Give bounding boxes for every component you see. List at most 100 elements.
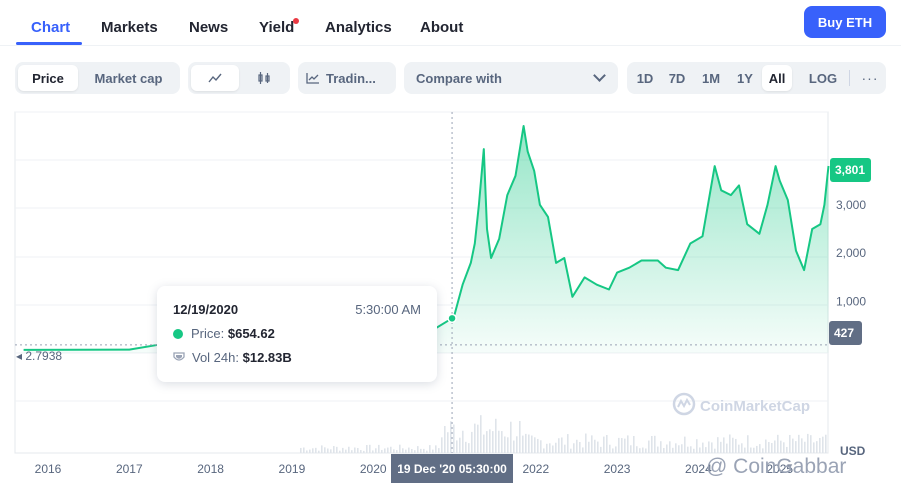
volume-bar bbox=[492, 431, 494, 453]
volume-bar bbox=[531, 435, 533, 453]
volume-bar bbox=[342, 447, 344, 453]
market-cap-toggle-button[interactable]: Market cap bbox=[94, 70, 163, 86]
candlestick-chart-button[interactable] bbox=[241, 65, 287, 91]
log-scale-button[interactable]: LOG bbox=[808, 70, 838, 86]
tab-yield[interactable]: Yield bbox=[259, 19, 295, 36]
volume-bar bbox=[474, 423, 476, 453]
volume-bar bbox=[435, 445, 437, 453]
volume-bar bbox=[348, 446, 350, 453]
volume-bar bbox=[636, 446, 638, 453]
x-tick-label: 2022 bbox=[522, 462, 549, 476]
volume-bar bbox=[606, 434, 608, 453]
line-chart-button[interactable] bbox=[191, 65, 239, 91]
hover-point bbox=[447, 313, 457, 324]
volume-bar bbox=[522, 435, 524, 453]
range-all-button[interactable]: All bbox=[762, 65, 792, 91]
volume-bar bbox=[777, 434, 779, 453]
tooltip-price-label: Price: bbox=[191, 326, 225, 341]
volume-bar bbox=[816, 441, 818, 453]
volume-bar bbox=[318, 450, 320, 453]
range-1d-button[interactable]: 1D bbox=[636, 70, 654, 86]
volume-bar bbox=[651, 436, 653, 453]
volume-bar bbox=[786, 446, 788, 453]
volume-bar bbox=[555, 442, 557, 453]
volume-bar bbox=[450, 421, 452, 453]
volume-bar bbox=[792, 438, 794, 453]
tab-markets[interactable]: Markets bbox=[101, 19, 158, 36]
volume-bar bbox=[612, 448, 614, 453]
volume-bar bbox=[426, 450, 428, 453]
x-tick-label: 2020 bbox=[360, 462, 387, 476]
volume-bars bbox=[300, 415, 827, 453]
volume-bar bbox=[477, 424, 479, 453]
volume-bar bbox=[303, 447, 305, 453]
tab-chart[interactable]: Chart bbox=[31, 19, 71, 36]
y-tick-label: 3,000 bbox=[836, 198, 866, 212]
volume-bar bbox=[708, 441, 710, 453]
volume-bar bbox=[798, 434, 800, 453]
trading-view-button[interactable]: Tradin... bbox=[298, 62, 396, 94]
price-toggle-button[interactable]: Price bbox=[18, 65, 78, 91]
volume-bar bbox=[438, 448, 440, 453]
x-tick-label: 2017 bbox=[116, 462, 143, 476]
volume-bar bbox=[540, 440, 542, 453]
volume-bar bbox=[789, 434, 791, 453]
volume-bar bbox=[384, 448, 386, 453]
volume-bar bbox=[354, 447, 356, 453]
volume-bar bbox=[705, 447, 707, 453]
volume-bar bbox=[753, 447, 755, 453]
buy-eth-button[interactable]: Buy ETH bbox=[804, 6, 886, 38]
range-1y-button[interactable]: 1Y bbox=[737, 70, 753, 86]
volume-bar bbox=[681, 444, 683, 453]
price-area bbox=[23, 126, 829, 353]
price-chart[interactable]: 1,000 2,000 3,000 2016 2017 2018 2019 2020 2022… bbox=[0, 100, 901, 493]
volume-bar bbox=[399, 444, 401, 453]
volume-bar bbox=[498, 430, 500, 453]
volume-bar bbox=[465, 441, 467, 453]
volume-bar bbox=[768, 442, 770, 453]
volume-bar bbox=[747, 435, 749, 453]
volume-bar bbox=[483, 434, 485, 453]
volume-bar bbox=[822, 436, 824, 453]
volume-bar bbox=[432, 449, 434, 453]
volume-bar bbox=[333, 446, 335, 453]
volume-bar bbox=[765, 439, 767, 453]
volume-bar bbox=[624, 438, 626, 453]
volume-bar bbox=[570, 448, 572, 453]
volume-bar bbox=[408, 447, 410, 453]
volume-bar bbox=[741, 443, 743, 453]
volume-bar bbox=[471, 431, 473, 453]
volume-bar bbox=[714, 448, 716, 453]
volume-bar bbox=[648, 440, 650, 453]
tab-analytics[interactable]: Analytics bbox=[325, 19, 392, 36]
volume-bar bbox=[807, 433, 809, 453]
volume-bar bbox=[315, 447, 317, 453]
volume-bar bbox=[579, 442, 581, 453]
x-tick-label: 2025 bbox=[766, 462, 793, 476]
volume-bar bbox=[423, 448, 425, 453]
current-price-badge: 3,801 bbox=[830, 158, 871, 182]
volume-bar bbox=[534, 437, 536, 453]
tab-about[interactable]: About bbox=[420, 19, 464, 36]
volume-bar bbox=[711, 442, 713, 453]
volume-bar bbox=[501, 431, 503, 453]
volume-bar bbox=[582, 447, 584, 453]
tab-news[interactable]: News bbox=[189, 19, 229, 36]
volume-bar bbox=[387, 447, 389, 453]
volume-bar bbox=[459, 437, 461, 453]
volume-bar bbox=[381, 449, 383, 453]
price-tooltip: 12/19/2020 5:30:00 AM Price: $654.62 Vol… bbox=[157, 286, 437, 382]
volume-bar bbox=[525, 433, 527, 453]
volume-bar bbox=[462, 430, 464, 453]
chevron-down-icon bbox=[593, 69, 606, 82]
volume-bar bbox=[489, 429, 491, 453]
more-options-icon[interactable]: ··· bbox=[861, 70, 879, 86]
volume-bar bbox=[657, 446, 659, 453]
compare-with-dropdown[interactable]: Compare with bbox=[404, 62, 618, 94]
range-7d-button[interactable]: 7D bbox=[668, 70, 686, 86]
x-tick-label: 2023 bbox=[604, 462, 631, 476]
volume-bar bbox=[738, 444, 740, 453]
line-chart-icon bbox=[208, 73, 222, 83]
range-1m-button[interactable]: 1M bbox=[701, 70, 721, 86]
volume-bar bbox=[756, 445, 758, 453]
